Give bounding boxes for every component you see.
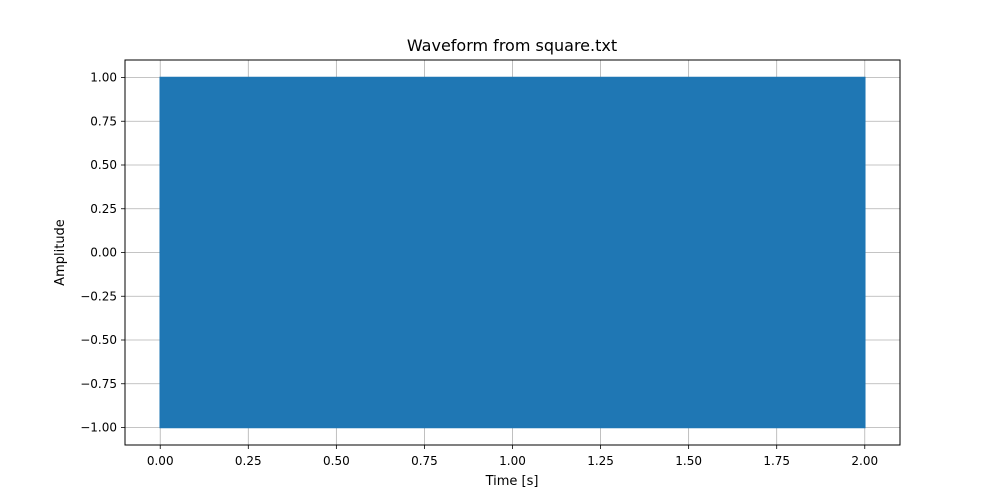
y-tick-label: 0.00: [90, 246, 117, 260]
x-tick-label: 0.25: [235, 454, 262, 468]
x-tick-label: 0.50: [323, 454, 350, 468]
y-axis-label: Amplitude: [53, 219, 68, 286]
y-tick-label: −0.50: [80, 333, 117, 347]
y-tick-label: 0.25: [90, 202, 117, 216]
x-axis-label: Time [s]: [485, 474, 539, 489]
x-tick-label: 1.25: [587, 454, 614, 468]
chart-title: Waveform from square.txt: [407, 36, 617, 55]
y-tick-label: −0.75: [80, 377, 117, 391]
y-tick-label: −1.00: [80, 421, 117, 435]
waveform-series-band: [159, 76, 866, 429]
y-tick-label: −0.25: [80, 289, 117, 303]
x-tick-label: 1.50: [675, 454, 702, 468]
x-tick-label: 0.75: [411, 454, 438, 468]
x-tick-label: 0.00: [147, 454, 174, 468]
x-tick-label: 2.00: [851, 454, 878, 468]
data-layer: [159, 76, 866, 429]
y-axis-ticks: −1.00 −0.75 −0.50 −0.25 0.00 0.25 0.50 0.75 1.00: [80, 71, 125, 435]
y-tick-label: 0.50: [90, 158, 117, 172]
y-tick-label: 1.00: [90, 71, 117, 85]
x-axis-ticks: 0.00 0.25 0.50 0.75 1.00 1.25 1.50 1.75 2.00: [147, 445, 878, 468]
y-tick-label: 0.75: [90, 114, 117, 128]
x-tick-label: 1.75: [763, 454, 790, 468]
x-tick-label: 1.00: [499, 454, 526, 468]
